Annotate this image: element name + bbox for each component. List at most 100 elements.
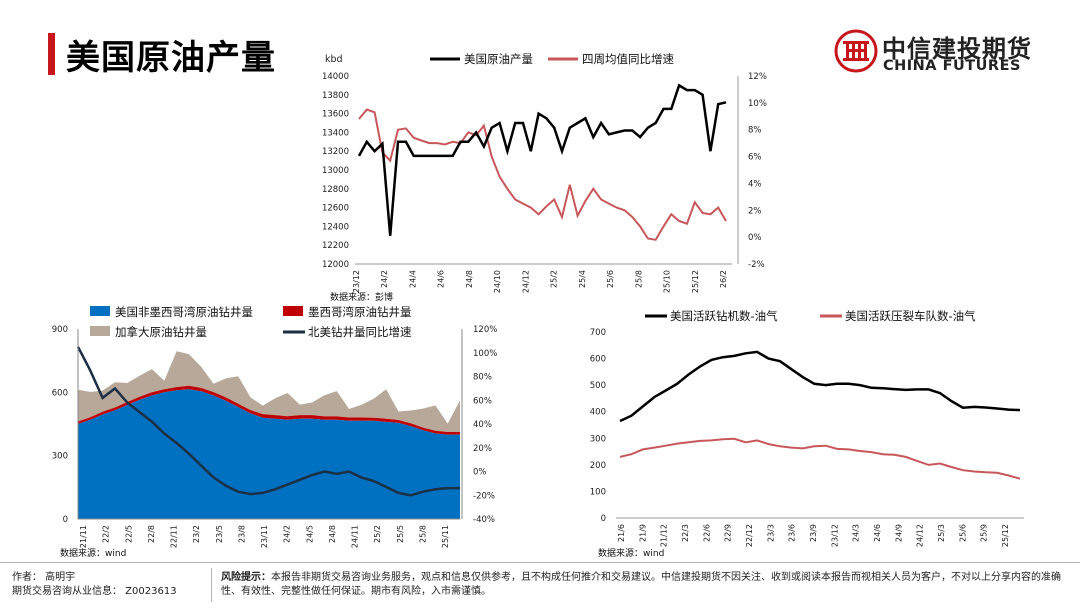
x-tick-label: 24/6 xyxy=(873,524,882,542)
y-right-tick-label: -20% xyxy=(473,491,495,501)
y-left-tick-label: 600 xyxy=(52,388,68,398)
x-tick-label: 25/6 xyxy=(958,524,967,542)
y-tick-label: 400 xyxy=(590,408,606,418)
area-gulf xyxy=(78,385,460,435)
x-tick-label: 22/3 xyxy=(681,524,690,542)
x-tick-label: 25/12 xyxy=(691,270,700,293)
x-tick-label: 24/3 xyxy=(852,524,861,542)
x-tick-label: 24/12 xyxy=(916,524,925,547)
y-unit-label: kbd xyxy=(325,54,343,65)
x-tick-label: 21/6 xyxy=(617,524,626,542)
x-tick-label: 23/6 xyxy=(788,524,797,542)
x-tick-label: 25/4 xyxy=(578,270,587,288)
x-tick-label: 24/6 xyxy=(437,270,446,288)
footer-author: 作者： 高明宇 xyxy=(12,572,76,583)
y-left-tick-label: 13200 xyxy=(322,147,349,157)
x-tick-label: 25/10 xyxy=(663,270,672,293)
y-tick-label: 200 xyxy=(590,461,606,471)
risk-text: 本报告非期货交易咨询业务服务，观点和信息仅供参考，且不构成任何推介和交易建议。中… xyxy=(221,572,1061,597)
series-line-growth xyxy=(358,108,727,241)
active-rigs-frac-chart: 700 600 500 400 300 200 100 0 21/6 21/9 21/12 22/3 2… xyxy=(590,309,1024,559)
x-tick-label: 23/5 xyxy=(215,525,224,543)
y-left-tick-label: 0 xyxy=(63,515,68,525)
company-logo: 中信建投期货 CHINA FUTURES xyxy=(834,27,1034,77)
y-right-tick-label: 12% xyxy=(748,72,767,82)
y-right-tick-label: 8% xyxy=(748,126,762,136)
footer-author-info: 作者： 高明宇 期货交易咨询从业信息： Z0023613 xyxy=(12,571,177,599)
footer-license: 期货交易咨询从业信息： Z0023613 xyxy=(12,586,177,597)
x-tick-label: 22/8 xyxy=(147,525,156,543)
y-right-tick-label: 80% xyxy=(473,373,492,383)
y-left-tick-label: 13800 xyxy=(322,91,349,101)
x-tick-label: 25/8 xyxy=(634,270,643,288)
legend-swatch-1 xyxy=(283,306,303,316)
x-tick-label: 24/5 xyxy=(305,525,314,543)
y-right-tick-label: 40% xyxy=(473,420,492,430)
y-right-tick-label: 20% xyxy=(473,444,492,454)
x-tick-label: 25/2 xyxy=(373,525,382,543)
y-left-tick-label: 14000 xyxy=(322,72,349,82)
x-tick-label: 23/2 xyxy=(192,525,201,543)
y-left-tick-label: 12400 xyxy=(322,222,349,232)
title-accent-bar xyxy=(48,33,55,75)
y-right-tick-label: 4% xyxy=(748,179,762,189)
y-tick-label: 300 xyxy=(590,434,606,444)
y-right-tick-label: -2% xyxy=(748,260,765,270)
page-title: 美国原油产量 xyxy=(66,38,276,78)
x-tick-label: 24/9 xyxy=(894,524,903,542)
legend-label-2: 加拿大原油钻井量 xyxy=(115,325,207,339)
y-left-tick-label: 12200 xyxy=(322,241,349,251)
legend-label-growth: 四周均值同比增速 xyxy=(582,52,674,66)
source-note: 数据来源：wind xyxy=(598,547,664,559)
y-right-tick-label: 6% xyxy=(748,153,762,163)
y-tick-label: 100 xyxy=(590,487,606,497)
source-note: 数据来源：wind xyxy=(60,547,126,559)
y-left-tick-label: 13400 xyxy=(322,128,349,138)
x-tick-label: 25/6 xyxy=(606,270,615,288)
series-line-active-rigs xyxy=(619,350,1021,423)
x-tick-label: 21/11 xyxy=(79,525,88,548)
legend-swatch-2 xyxy=(90,326,110,336)
series-line-frac-fleets xyxy=(619,437,1021,480)
footer-divider xyxy=(0,562,1080,563)
x-tick-label: 22/2 xyxy=(102,525,111,543)
y-right-tick-label: 60% xyxy=(473,396,492,406)
y-left-tick-label: 13600 xyxy=(322,110,349,120)
x-tick-label: 24/12 xyxy=(521,270,530,293)
x-tick-label: 25/11 xyxy=(441,525,450,548)
x-tick-label: 22/6 xyxy=(702,524,711,542)
y-left-tick-label: 13000 xyxy=(322,166,349,176)
x-tick-label: 25/9 xyxy=(980,524,989,542)
y-left-tick-label: 12800 xyxy=(322,185,349,195)
x-tick-label: 22/12 xyxy=(745,524,754,547)
x-tick-label: 24/4 xyxy=(408,270,417,288)
source-note: 数据来源：彭博 xyxy=(330,291,393,303)
x-tick-label: 23/12 xyxy=(830,524,839,547)
legend-swatch-0 xyxy=(90,306,110,316)
logo-text-cn: 中信建投期货 xyxy=(882,35,1032,63)
y-left-tick-label: 300 xyxy=(52,452,68,462)
legend-label-output: 美国原油产量 xyxy=(464,52,533,66)
y-right-tick-label: 2% xyxy=(748,206,762,216)
series-line-output xyxy=(357,83,727,236)
x-tick-label: 23/3 xyxy=(766,524,775,542)
x-tick-label: 21/9 xyxy=(638,524,647,542)
y-left-tick-label: 900 xyxy=(52,325,68,335)
logo-text-en: CHINA FUTURES xyxy=(883,58,1021,74)
x-tick-label: 22/11 xyxy=(170,525,179,548)
x-tick-label: 24/10 xyxy=(493,270,502,293)
x-tick-label: 24/8 xyxy=(328,525,337,543)
y-left-tick-label: 12000 xyxy=(322,260,349,270)
y-right-tick-label: -40% xyxy=(473,515,495,525)
x-tick-label: 25/3 xyxy=(937,524,946,542)
y-right-tick-label: 0% xyxy=(473,468,487,478)
x-tick-label: 22/5 xyxy=(124,525,133,543)
legend-label-rigs: 美国活跃钻机数-油气 xyxy=(670,309,778,323)
area-canada xyxy=(78,351,460,432)
footer-separator xyxy=(211,568,212,602)
x-tick-label: 25/12 xyxy=(1001,524,1010,547)
x-tick-label: 25/8 xyxy=(418,525,427,543)
series-line-yoy xyxy=(76,346,460,497)
x-tick-label: 23/9 xyxy=(809,524,818,542)
y-left-tick-label: 12600 xyxy=(322,204,349,214)
